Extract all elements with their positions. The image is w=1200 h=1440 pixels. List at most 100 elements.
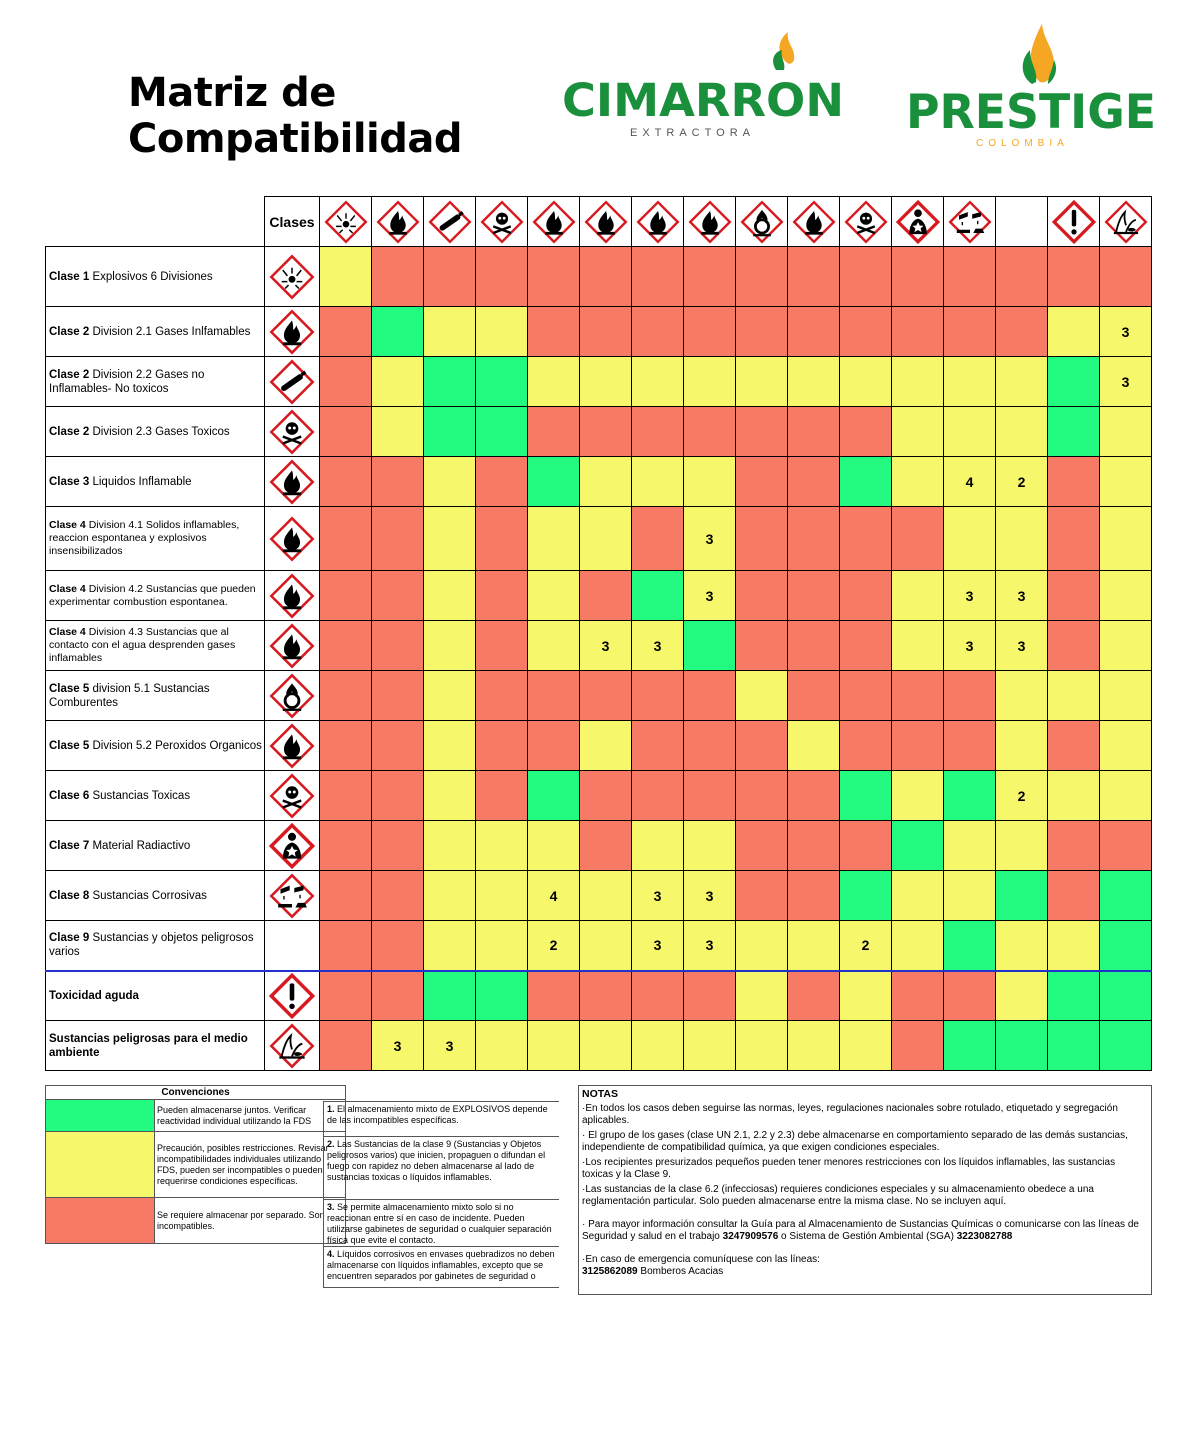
- row-label: Clase 1 Explosivos 6 Divisiones: [45, 246, 265, 307]
- matrix-cell: [631, 720, 684, 771]
- matrix-cell: [527, 670, 580, 721]
- flame-icon: [269, 309, 315, 354]
- matrix-cell: [631, 306, 684, 357]
- matrix-cell: [1047, 969, 1100, 1021]
- svg-text:EXTRACTORA: EXTRACTORA: [630, 127, 755, 139]
- matrix-cell: [943, 1020, 996, 1071]
- matrix-cell: [787, 770, 840, 821]
- row-label-desc: Material Radiactivo: [89, 839, 191, 852]
- matrix-row: Clase 5 Division 5.2 Peroxidos Organicos: [45, 720, 1152, 771]
- matrix-cell: [475, 456, 528, 507]
- row-icon-cell: [264, 306, 320, 357]
- matrix-cell: [735, 820, 788, 871]
- matrix-cell: [735, 620, 788, 671]
- matrix-cell: [579, 306, 632, 357]
- matrix-cell: [371, 969, 424, 1021]
- column-header-9: [735, 196, 788, 247]
- matrix-cell: [423, 770, 476, 821]
- matrix-cell: [371, 506, 424, 571]
- matrix-cell: [475, 620, 528, 671]
- matrix-cell: [475, 969, 528, 1021]
- matrix-header-row: Clases: [45, 196, 1152, 247]
- row-icon-cell: [264, 770, 320, 821]
- row-icon-cell: [264, 920, 320, 971]
- row-icon-cell: [264, 406, 320, 457]
- matrix-cell: [839, 570, 892, 621]
- row-label: Clase 5 division 5.1 Sustancias Comburen…: [45, 670, 265, 721]
- notes-panel: NOTAS ·En todos los casos deben seguirse…: [578, 1085, 1152, 1295]
- row-icon-cell: [264, 670, 320, 721]
- matrix-cell: 3: [631, 920, 684, 971]
- row-icon-cell: [264, 506, 320, 571]
- matrix-cell: [579, 246, 632, 307]
- matrix-cell: 3: [995, 570, 1048, 621]
- matrix-cell: [943, 770, 996, 821]
- matrix-cell: [1099, 969, 1152, 1021]
- column-header-4: [475, 196, 528, 247]
- matrix-row: Clase 2 Division 2.1 Gases Inlfamables 3: [45, 306, 1152, 357]
- corrosion-icon: [269, 873, 315, 918]
- flame-icon: [375, 199, 420, 244]
- matrix-cell: [1047, 456, 1100, 507]
- matrix-row: Clase 3 Liquidos Inflamable 4 2: [45, 456, 1152, 507]
- row-label: Clase 4 Division 4.1 Solidos inflamables…: [45, 506, 265, 571]
- row-label-desc: Division 2.3 Gases Toxicos: [89, 425, 230, 438]
- column-header-11: [839, 196, 892, 247]
- matrix-cell: [787, 620, 840, 671]
- matrix-cell: [735, 670, 788, 721]
- matrix-cell: 3: [371, 1020, 424, 1071]
- matrix-cell: [1047, 720, 1100, 771]
- matrix-cell: [631, 506, 684, 571]
- row-label-desc: Sustancias y objetos peligrosos varios: [49, 932, 254, 959]
- matrix-cell: 3: [683, 920, 736, 971]
- matrix-cell: [1099, 670, 1152, 721]
- matrix-cell: 2: [995, 770, 1048, 821]
- row-label-class: Clase 9: [49, 932, 90, 945]
- svg-text:CIMARRON: CIMARRON: [562, 74, 844, 127]
- matrix-cell: [527, 246, 580, 307]
- matrix-cell: [371, 920, 424, 971]
- row-label: Clase 8 Sustancias Corrosivas: [45, 870, 265, 921]
- column-header-16: [1099, 196, 1152, 247]
- matrix-row: Clase 2 Division 2.3 Gases Toxicos: [45, 406, 1152, 457]
- flame-icon: [269, 723, 315, 768]
- row-label: Clase 2 Division 2.3 Gases Toxicos: [45, 406, 265, 457]
- matrix-cell: 3: [683, 506, 736, 571]
- matrix-cell: [579, 356, 632, 407]
- matrix-cell: [371, 820, 424, 871]
- row-label: Clase 4 Division 4.3 Sustancias que al c…: [45, 620, 265, 671]
- matrix-cell: [423, 506, 476, 571]
- matrix-cell: [891, 620, 944, 671]
- matrix-cell: [319, 720, 372, 771]
- matrix-cell: [319, 820, 372, 871]
- matrix-cell: [371, 870, 424, 921]
- matrix-cell: [891, 456, 944, 507]
- matrix-cell: [891, 670, 944, 721]
- matrix-cell: [423, 820, 476, 871]
- matrix-cell: [1047, 670, 1100, 721]
- matrix-cell: [319, 570, 372, 621]
- matrix-cell: [527, 306, 580, 357]
- matrix-cell: 4: [527, 870, 580, 921]
- matrix-cell: [787, 356, 840, 407]
- matrix-cell: [631, 356, 684, 407]
- matrix-cell: [995, 356, 1048, 407]
- cimarron-logo: CIMARRON EXTRACTORA: [562, 32, 844, 139]
- note-emergency-phone: 3125862089 Bomberos Acacias: [582, 1266, 724, 1277]
- matrix-cell: [631, 670, 684, 721]
- matrix-cell: [579, 670, 632, 721]
- matrix-cell: [1099, 246, 1152, 307]
- matrix-corner-blank: [45, 196, 265, 247]
- flame-over-circle-icon: [739, 199, 784, 244]
- convention-note-3: 3. Se permite almacenamiento mixto solo …: [323, 1199, 559, 1246]
- matrix-cell: [683, 306, 736, 357]
- matrix-cell: [631, 1020, 684, 1071]
- convention-note-4: 4. Líquidos corrosivos en envases quebra…: [323, 1246, 559, 1288]
- row-label-desc: division 5.1 Sustancias Comburentes: [49, 682, 210, 709]
- matrix-cell: [891, 969, 944, 1021]
- row-icon-cell: [264, 1020, 320, 1071]
- matrix-cell: [683, 356, 736, 407]
- row-label-class: Clase 2: [49, 368, 90, 381]
- matrix-cell: [631, 246, 684, 307]
- matrix-cell: [787, 506, 840, 571]
